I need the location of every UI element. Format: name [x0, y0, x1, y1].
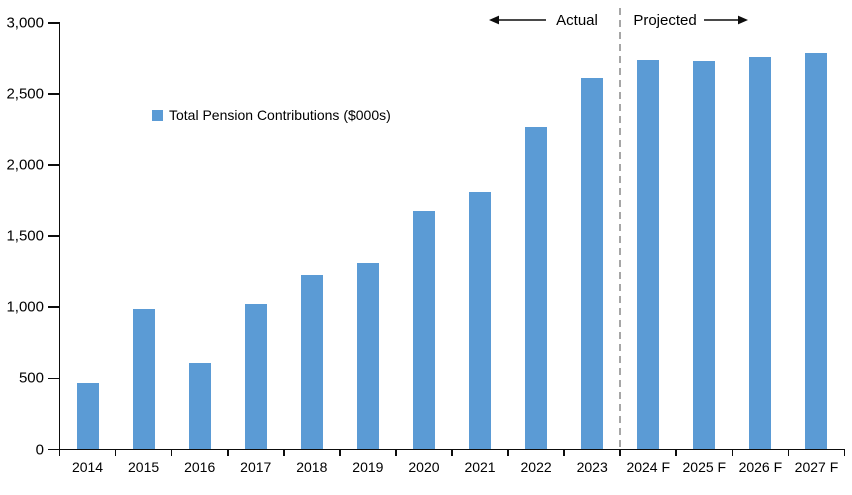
- y-tick-label-500: 500: [18, 369, 44, 387]
- bar-2027-F: [805, 52, 828, 450]
- x-label-2024-F: 2024 F: [626, 459, 671, 475]
- x-tick-11: [675, 449, 678, 456]
- bar-2022: [525, 126, 548, 450]
- y-tick-0: [48, 448, 60, 451]
- x-label-2025-F: 2025 F: [682, 459, 727, 475]
- y-tick-label-2500: 2,500: [6, 85, 44, 103]
- x-label-2023: 2023: [576, 459, 608, 475]
- legend-swatch-icon: [152, 110, 163, 121]
- x-tick-12: [731, 449, 734, 456]
- y-tick-1500: [48, 235, 60, 237]
- actual-label: Actual: [556, 12, 598, 29]
- x-label-2027-F: 2027 F: [794, 459, 839, 475]
- y-tick-2000: [48, 164, 60, 166]
- x-tick-3: [226, 449, 229, 456]
- y-tick-500: [48, 377, 60, 380]
- bar-2019: [356, 263, 379, 450]
- x-label-2026-F: 2026 F: [738, 459, 783, 475]
- bar-2024-F: [637, 59, 660, 450]
- bar-2016: [188, 362, 211, 450]
- x-label-2021: 2021: [464, 459, 496, 475]
- x-label-2022: 2022: [520, 459, 552, 475]
- y-tick-label-0: 0: [35, 441, 44, 458]
- bar-2026-F: [749, 56, 772, 450]
- legend: Total Pension Contributions ($000s): [152, 108, 391, 123]
- actual-projected-divider: [619, 8, 622, 449]
- y-tick-label-1500: 1,500: [6, 227, 44, 245]
- x-tick-0: [58, 449, 61, 456]
- bar-2021: [469, 192, 492, 450]
- y-tick-label-1000: 1,000: [6, 298, 44, 316]
- y-tick-label-3000: 3,000: [6, 14, 44, 32]
- x-tick-4: [282, 449, 285, 456]
- x-label-2020: 2020: [408, 459, 440, 475]
- x-label-2016: 2016: [184, 459, 216, 475]
- bar-2017: [244, 304, 267, 450]
- bar-2023: [581, 78, 604, 450]
- y-tick-3000: [48, 22, 60, 24]
- y-tick-label-2000: 2,000: [6, 156, 44, 174]
- x-tick-10: [619, 449, 621, 456]
- y-tick-2500: [48, 93, 60, 95]
- x-tick-6: [395, 449, 397, 456]
- right-arrow-icon: [704, 15, 748, 25]
- legend-label: Total Pension Contributions ($000s): [169, 107, 391, 123]
- bar-2018: [300, 274, 323, 450]
- x-label-2015: 2015: [128, 459, 160, 475]
- x-tick-13: [787, 449, 790, 456]
- y-tick-1000: [48, 306, 60, 309]
- x-tick-7: [451, 449, 453, 456]
- x-tick-9: [563, 449, 565, 456]
- x-axis: [48, 448, 845, 451]
- x-tick-8: [507, 449, 509, 456]
- x-label-2018: 2018: [296, 459, 328, 475]
- projected-label: Projected: [633, 12, 697, 29]
- x-label-2014: 2014: [71, 459, 104, 475]
- bar-2020: [412, 210, 435, 450]
- x-label-2019: 2019: [352, 459, 384, 475]
- x-label-2017: 2017: [240, 459, 272, 475]
- left-arrow-icon: [489, 15, 546, 25]
- bar-2015: [132, 308, 155, 450]
- x-tick-2: [170, 449, 173, 456]
- bar-2025-F: [693, 61, 716, 450]
- x-tick-5: [339, 449, 341, 456]
- x-tick-1: [114, 449, 117, 456]
- bar-2014: [76, 382, 99, 450]
- x-tick-14: [843, 449, 846, 456]
